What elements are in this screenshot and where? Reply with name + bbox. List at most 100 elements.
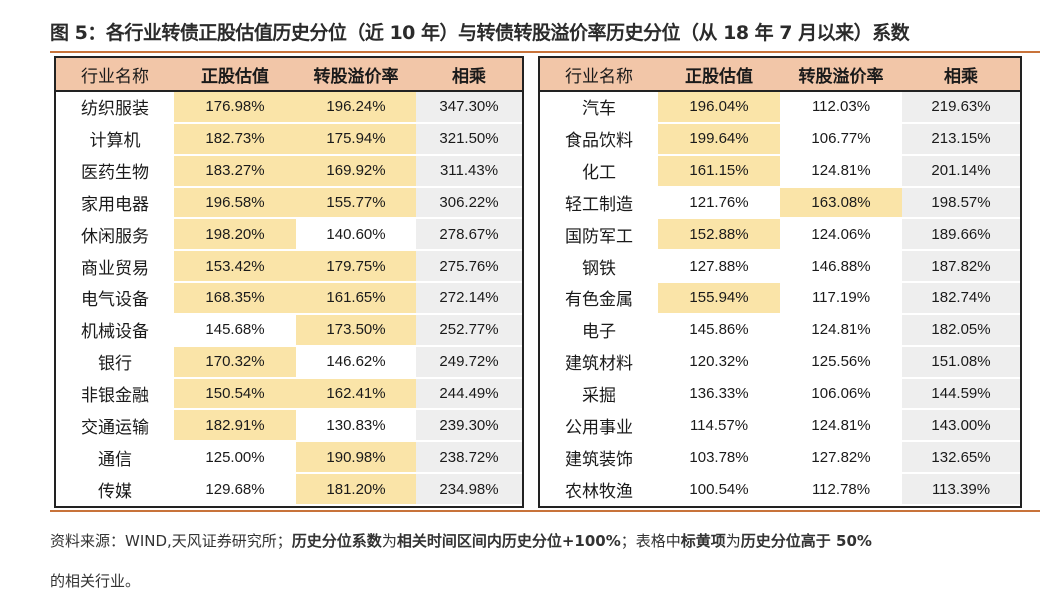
stock-valuation-cell: 127.88% [658,250,780,284]
source-note: 资料来源：WIND,天风证券研究所；历史分位系数 为 相关时间区间内历史分位+100… [50,530,1045,551]
source-note-continued: 的相关行业。 [50,572,141,590]
product-cell: 151.08% [902,345,1020,379]
source-note-text: 资料来源：WIND,天风证券研究所； [50,532,292,550]
table-row: 纺织服装 176.98% 196.24% 347.30% [56,91,522,124]
industry-name-cell: 家用电器 [56,185,174,220]
table-row: 商业贸易 153.42% 179.75% 275.76% [56,250,522,284]
industry-name-cell: 农林牧渔 [540,473,658,506]
source-note-text: 为 [725,532,741,550]
industry-name-cell: 银行 [56,345,174,379]
stock-valuation-cell: 155.94% [658,282,780,315]
product-cell: 219.63% [902,91,1020,124]
conversion-premium-cell: 190.98% [296,441,416,475]
right-header-row: 行业名称 正股估值 转股溢价率 相乘 [540,58,1020,92]
stock-valuation-cell: 152.88% [658,218,780,252]
industry-name-cell: 轻工制造 [540,185,658,220]
table-row: 电气设备 168.35% 161.65% 272.14% [56,282,522,315]
industry-name-cell: 有色金属 [540,282,658,315]
table-row: 通信 125.00% 190.98% 238.72% [56,441,522,475]
stock-valuation-cell: 121.76% [658,185,780,220]
product-cell: 272.14% [416,282,522,315]
stock-valuation-cell: 145.68% [174,313,296,347]
table-row: 汽车 196.04% 112.03% 219.63% [540,91,1020,124]
industry-name-cell: 公用事业 [540,409,658,443]
right-table-container: 行业名称 正股估值 转股溢价率 相乘 汽车 196.04% 112.03% 219.6… [538,56,1022,508]
stock-valuation-cell: 120.32% [658,345,780,379]
stock-valuation-cell: 168.35% [174,282,296,315]
product-cell: 198.57% [902,185,1020,220]
conversion-premium-cell: 106.77% [780,122,902,156]
industry-name-cell: 商业贸易 [56,250,174,284]
product-cell: 306.22% [416,185,522,220]
stock-valuation-cell: 196.58% [174,185,296,220]
product-cell: 347.30% [416,91,522,124]
product-cell: 244.49% [416,377,522,411]
header-stock-valuation: 正股估值 [658,58,780,92]
product-cell: 275.76% [416,250,522,284]
conversion-premium-cell: 179.75% [296,250,416,284]
industry-name-cell: 电子 [540,313,658,347]
industry-name-cell: 医药生物 [56,154,174,188]
source-note-text: ；表格中 [620,532,681,550]
table-row: 非银金融 150.54% 162.41% 244.49% [56,377,522,411]
source-note-emphasis: 历史分位高于 50% [740,532,872,550]
conversion-premium-cell: 161.65% [296,282,416,315]
source-note-emphasis: 历史分位系数 [291,532,382,550]
left-table-container: 行业名称 正股估值 转股溢价率 相乘 纺织服装 176.98% 196.24% 347… [54,56,524,508]
industry-name-cell: 建筑材料 [540,345,658,379]
product-cell: 213.15% [902,122,1020,156]
conversion-premium-cell: 181.20% [296,473,416,506]
left-table-body: 纺织服装 176.98% 196.24% 347.30% 计算机 182.73% 175.9… [56,91,522,506]
stock-valuation-cell: 129.68% [174,473,296,506]
stock-valuation-cell: 198.20% [174,218,296,252]
conversion-premium-cell: 140.60% [296,218,416,252]
industry-name-cell: 食品饮料 [540,122,658,156]
conversion-premium-cell: 124.81% [780,409,902,443]
product-cell: 311.43% [416,154,522,188]
stock-valuation-cell: 103.78% [658,441,780,475]
industry-name-cell: 电气设备 [56,282,174,315]
table-row: 国防军工 152.88% 124.06% 189.66% [540,218,1020,252]
header-product: 相乘 [416,58,522,92]
conversion-premium-cell: 124.06% [780,218,902,252]
header-industry-name: 行业名称 [56,58,174,92]
industry-name-cell: 建筑装饰 [540,441,658,475]
industry-name-cell: 采掘 [540,377,658,411]
product-cell: 182.05% [902,313,1020,347]
conversion-premium-cell: 169.92% [296,154,416,188]
industry-name-cell: 非银金融 [56,377,174,411]
product-cell: 278.67% [416,218,522,252]
conversion-premium-cell: 117.19% [780,282,902,315]
industry-name-cell: 钢铁 [540,250,658,284]
product-cell: 252.77% [416,313,522,347]
industry-name-cell: 汽车 [540,91,658,124]
source-note-emphasis: 相关时间区间内历史分位+100% [396,532,621,550]
source-note-emphasis: 标黄项 [680,532,726,550]
stock-valuation-cell: 182.91% [174,409,296,443]
table-row: 钢铁 127.88% 146.88% 187.82% [540,250,1020,284]
product-cell: 238.72% [416,441,522,475]
industry-name-cell: 计算机 [56,122,174,156]
table-row: 计算机 182.73% 175.94% 321.50% [56,122,522,156]
stock-valuation-cell: 114.57% [658,409,780,443]
stock-valuation-cell: 176.98% [174,91,296,124]
conversion-premium-cell: 106.06% [780,377,902,411]
product-cell: 182.74% [902,282,1020,315]
stock-valuation-cell: 199.64% [658,122,780,156]
header-product: 相乘 [902,58,1020,92]
product-cell: 239.30% [416,409,522,443]
table-row: 化工 161.15% 124.81% 201.14% [540,154,1020,188]
stock-valuation-cell: 183.27% [174,154,296,188]
industry-name-cell: 机械设备 [56,313,174,347]
stock-valuation-cell: 170.32% [174,345,296,379]
product-cell: 249.72% [416,345,522,379]
conversion-premium-cell: 196.24% [296,91,416,124]
stock-valuation-cell: 100.54% [658,473,780,506]
table-row: 医药生物 183.27% 169.92% 311.43% [56,154,522,188]
product-cell: 234.98% [416,473,522,506]
stock-valuation-cell: 196.04% [658,91,780,124]
table-row: 休闲服务 198.20% 140.60% 278.67% [56,218,522,252]
industry-name-cell: 交通运输 [56,409,174,443]
right-table-body: 汽车 196.04% 112.03% 219.63% 食品饮料 199.64% 106.77… [540,91,1020,506]
stock-valuation-cell: 145.86% [658,313,780,347]
